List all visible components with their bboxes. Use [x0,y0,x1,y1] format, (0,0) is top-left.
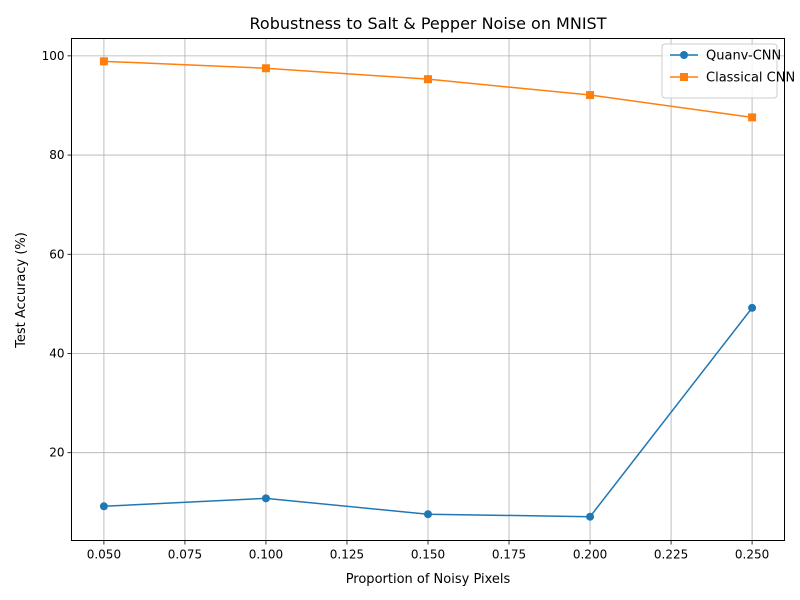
data-point [424,75,432,84]
y-tick-label: 20 [49,446,64,460]
y-axis-ticks: 20 40 60 80 100 [42,49,72,460]
legend-entry: Classical CNN [670,71,795,86]
series-layer [99,57,757,521]
x-tick-label: 0.200 [573,548,607,562]
chart-title: Robustness to Salt & Pepper Noise on MNI… [250,14,607,33]
data-point [261,64,270,73]
x-tick-label: 0.125 [330,548,364,562]
data-point [748,303,757,312]
x-axis-label: Proportion of Noisy Pixels [346,572,511,587]
data-point [424,510,432,519]
x-tick-label: 0.250 [735,548,769,562]
series-quanv-cnn [99,303,757,521]
legend-entry: Quanv-CNN [670,49,781,64]
x-axis-ticks: 0.050 0.075 0.100 0.125 0.150 0.175 0.200 0.225… [87,540,769,562]
y-axis-label: Test Accuracy (%) [14,232,29,349]
legend-label: Quanv-CNN [706,49,781,64]
legend-label: Classical CNN [706,71,795,86]
data-point [99,57,108,66]
x-tick-label: 0.150 [411,548,445,562]
y-tick-label: 40 [49,346,64,360]
y-tick-label: 100 [42,49,65,63]
legend-swatch-marker [680,51,688,59]
x-tick-label: 0.050 [87,548,121,562]
y-tick-label: 80 [49,148,64,162]
data-point [99,502,108,511]
legend-box [661,43,778,99]
data-point [261,494,270,503]
legend: Quanv-CNN Classical CNN [661,43,795,99]
data-point [748,113,757,122]
data-point [586,512,595,521]
x-gridlines [103,38,753,541]
x-tick-label: 0.100 [249,548,283,562]
x-tick-label: 0.175 [492,548,526,562]
y-gridlines [71,55,785,454]
x-tick-label: 0.225 [654,548,688,562]
x-tick-label: 0.075 [168,548,202,562]
legend-entries: Quanv-CNN Classical CNN [670,49,795,86]
data-point [586,91,595,100]
legend-swatch-marker [680,73,688,81]
y-tick-label: 60 [49,247,64,261]
series-classical-cnn [99,57,757,122]
